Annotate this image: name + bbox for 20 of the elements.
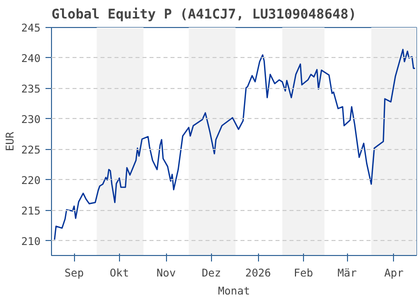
x-axis-title: Monat (218, 284, 250, 298)
chart-title: Global Equity P (A41CJ7, LU3109048648) (52, 8, 356, 22)
x-tick-label: Apr (384, 266, 404, 280)
x-tick-label: Dez (202, 266, 222, 280)
x-tick-label: Sep (64, 266, 84, 280)
x-tick-label: Mär (337, 266, 358, 280)
y-axis-title: EUR (3, 131, 16, 152)
y-tick-label: 240 (21, 52, 41, 65)
y-tick-label: 245 (21, 22, 41, 34)
y-tick-label: 220 (21, 174, 41, 187)
line-series (54, 48, 416, 240)
x-tick-label: Nov (156, 266, 176, 280)
y-tick-label: 225 (21, 143, 41, 156)
y-tick-label: 230 (21, 112, 41, 126)
x-tick-label: Okt (110, 266, 129, 280)
y-tick-label: 215 (21, 204, 41, 218)
x-tick-label: Feb (294, 266, 314, 280)
x-tick-label: 2026 (245, 266, 271, 280)
y-tick-label: 210 (21, 234, 41, 248)
y-tick-label: 235 (21, 82, 41, 96)
